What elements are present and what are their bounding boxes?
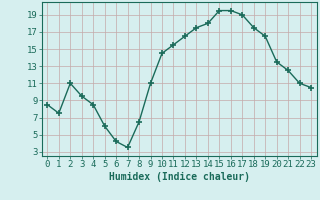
X-axis label: Humidex (Indice chaleur): Humidex (Indice chaleur) xyxy=(109,172,250,182)
